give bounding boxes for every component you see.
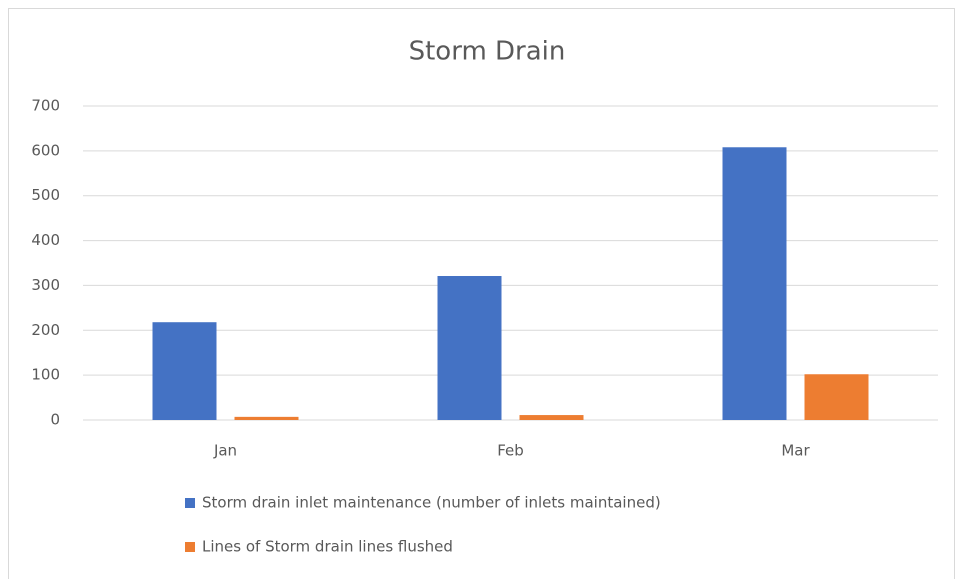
x-tick-label: Mar <box>781 442 810 460</box>
legend-label: Storm drain inlet maintenance (number of… <box>202 494 661 512</box>
y-tick-label: 400 <box>31 231 60 249</box>
x-tick-label: Feb <box>497 442 524 460</box>
y-tick-label: 100 <box>31 366 60 384</box>
y-tick-label: 600 <box>31 141 60 159</box>
x-tick-label: Jan <box>213 442 237 460</box>
y-tick-label: 200 <box>31 321 60 339</box>
legend-label: Lines of Storm drain lines flushed <box>202 538 453 556</box>
chart-title: Storm Drain <box>409 37 566 67</box>
y-tick-label: 0 <box>50 411 60 429</box>
y-tick-label: 300 <box>31 276 60 294</box>
bar <box>152 322 217 420</box>
bar <box>722 147 787 421</box>
bar <box>804 374 869 420</box>
legend-swatch <box>185 542 195 552</box>
y-tick-label: 700 <box>31 97 60 115</box>
bar <box>234 416 299 420</box>
y-tick-label: 500 <box>31 186 60 204</box>
bar <box>519 415 584 420</box>
legend-swatch <box>185 498 195 508</box>
bar <box>437 276 502 420</box>
